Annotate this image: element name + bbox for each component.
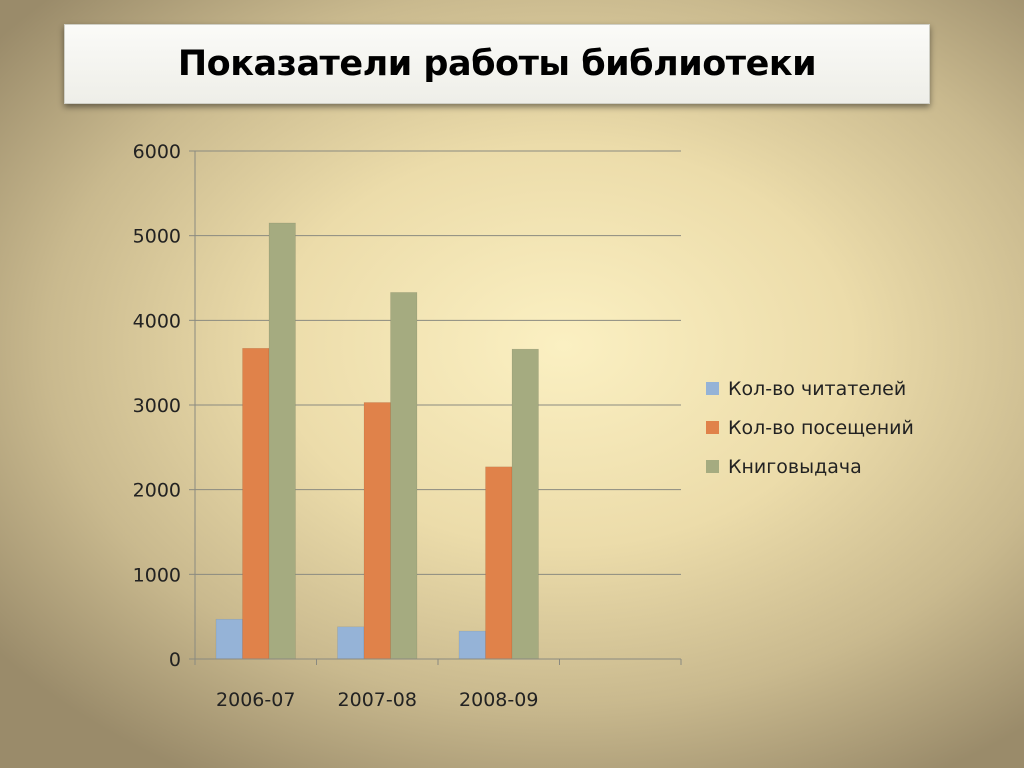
bar-Кол-во читателей-2006-07 [215, 618, 243, 660]
y-tick-label: 1000 [133, 564, 181, 586]
x-tick-label: 2008-09 [459, 689, 538, 711]
slide-title: Показатели работы библиотеки [177, 44, 817, 84]
y-tick-label: 4000 [133, 310, 181, 332]
bar-Книговыдача-2008-09 [511, 348, 539, 660]
x-tick-label: 2006-07 [216, 689, 295, 711]
legend-label: Книговыдача [728, 456, 862, 478]
legend-swatch [706, 421, 719, 434]
slide-title-box: Показатели работы библиотеки [64, 24, 930, 104]
x-tick-label: 2007-08 [338, 689, 417, 711]
bar-Кол-во посещений-2008-09 [485, 466, 513, 660]
legend: Кол-во читателей Кол-во посещений Книговыд… [706, 378, 914, 478]
bar-Кол-во посещений-2006-07 [242, 348, 270, 660]
legend-swatch [706, 460, 719, 473]
bar-Книговыдача-2006-07 [268, 222, 296, 660]
legend-label: Кол-во читателей [728, 378, 906, 400]
x-axis-ticks: 2006-07 2007-08 2008-09 [194, 659, 682, 711]
y-tick-label: 2000 [133, 480, 181, 502]
y-axis-ticks: 0 1000 2000 3000 4000 5000 6000 [133, 141, 195, 671]
bar-Кол-во читателей-2007-08 [337, 626, 365, 660]
legend-swatch [706, 382, 719, 395]
y-tick-label: 6000 [133, 141, 181, 163]
bar-Кол-во читателей-2008-09 [458, 630, 486, 660]
bar-Кол-во посещений-2007-08 [363, 402, 391, 660]
y-tick-label: 5000 [133, 226, 181, 248]
bar-Книговыдача-2007-08 [390, 292, 418, 660]
y-tick-label: 0 [169, 649, 181, 671]
bars [215, 222, 539, 660]
legend-label: Кол-во посещений [728, 417, 914, 439]
y-tick-label: 3000 [133, 395, 181, 417]
